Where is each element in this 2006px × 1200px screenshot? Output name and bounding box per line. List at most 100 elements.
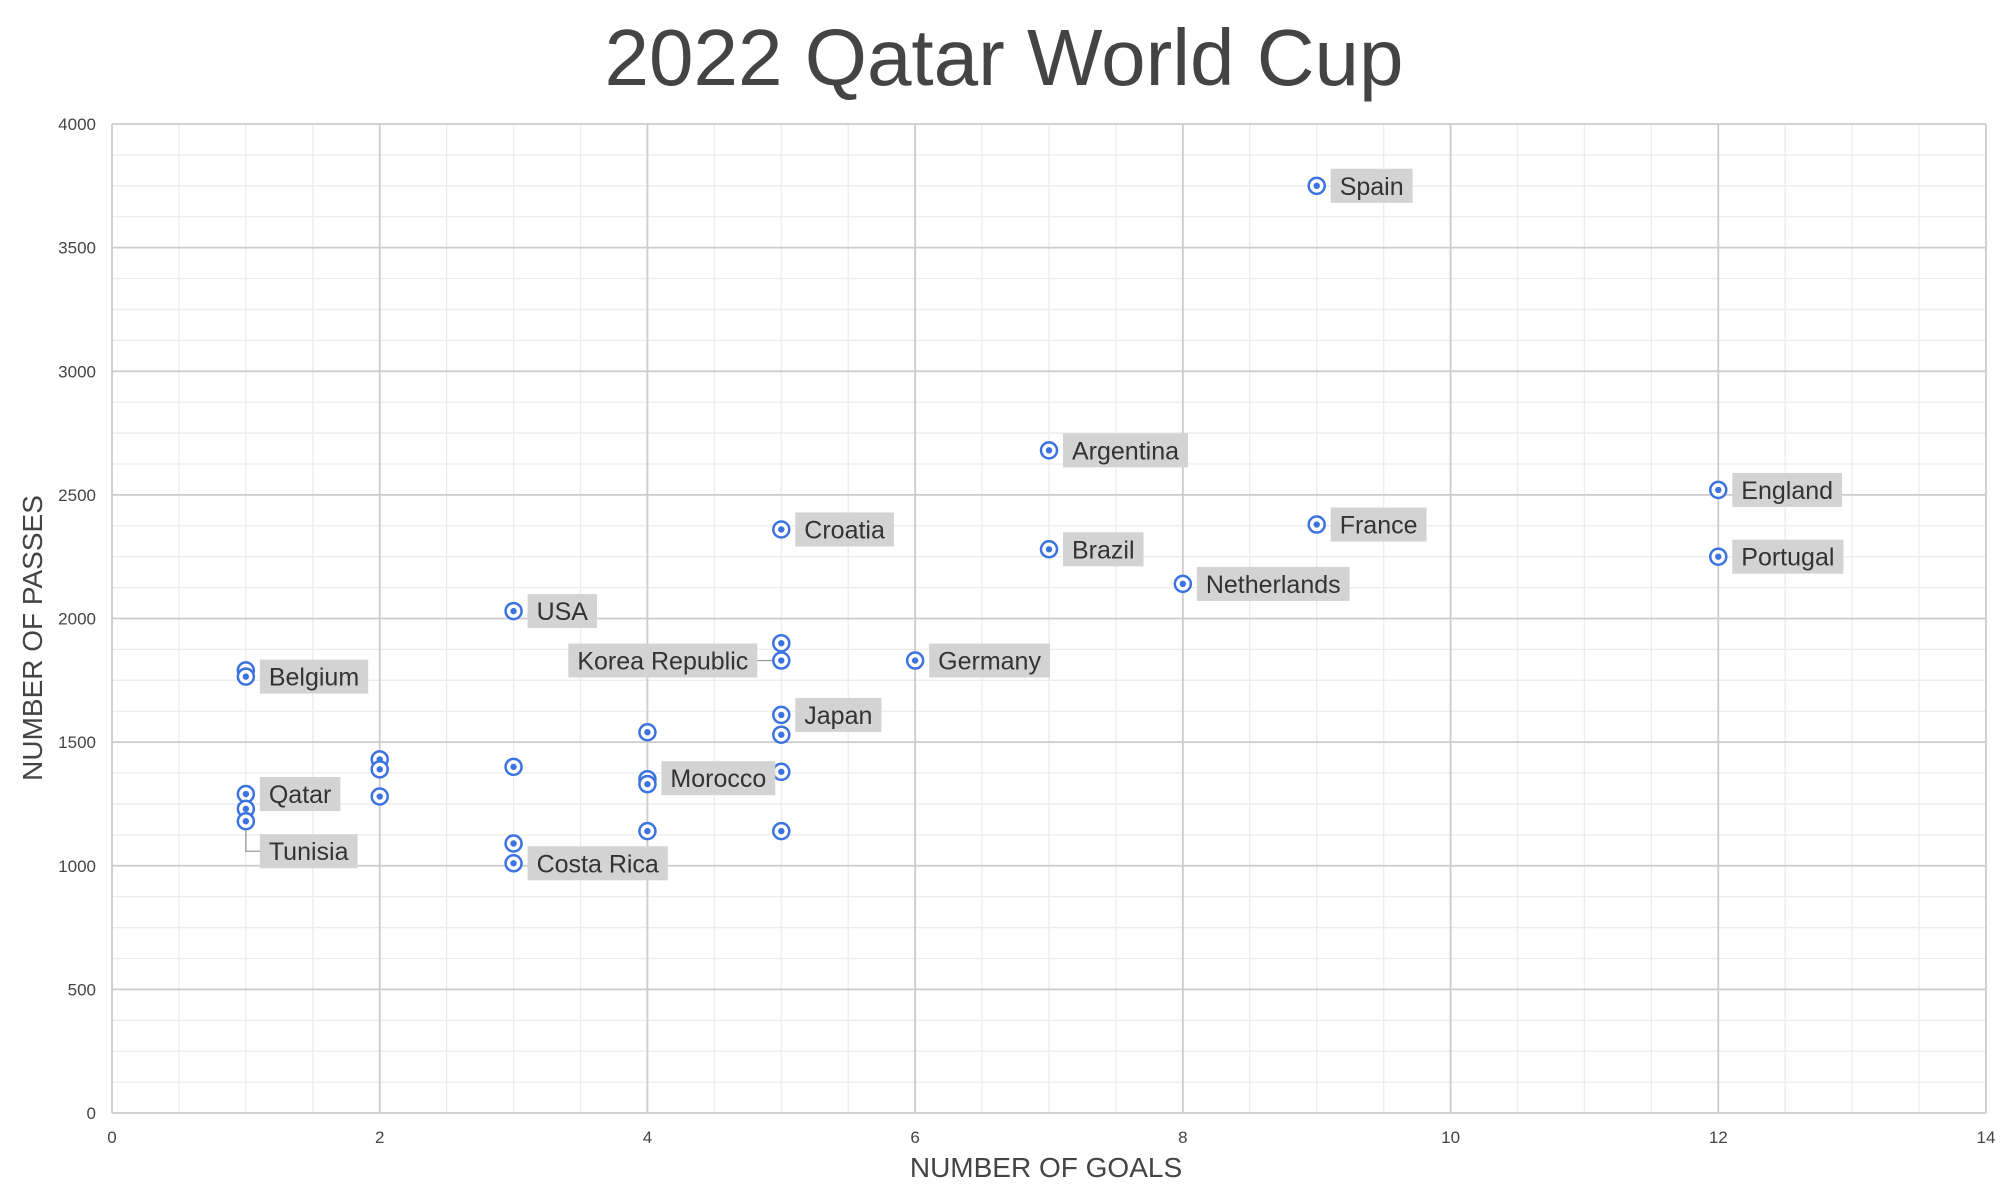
data-point[interactable]: [1173, 574, 1193, 594]
point-label-background: [259, 777, 341, 812]
x-tick-label: 0: [107, 1128, 116, 1147]
data-point[interactable]: [370, 787, 389, 806]
point-label-background: [795, 512, 894, 547]
data-point-center: [1045, 447, 1053, 454]
data-point[interactable]: [772, 633, 791, 653]
data-point[interactable]: [1709, 480, 1728, 500]
point-label-text: USA: [537, 598, 589, 626]
data-point-center: [778, 827, 785, 835]
data-point-center: [644, 729, 651, 736]
data-point-center: [778, 768, 785, 775]
data-point[interactable]: [772, 725, 791, 744]
point-label-background: [1196, 566, 1350, 601]
data-point[interactable]: [772, 762, 791, 782]
data-point[interactable]: [638, 722, 657, 742]
data-point[interactable]: [1307, 176, 1326, 196]
data-points: [236, 176, 1728, 873]
point-label-text: Brazil: [1072, 536, 1135, 564]
point-label-background: [259, 834, 358, 869]
point-label-text: Croatia: [804, 516, 885, 544]
data-point-center: [1715, 553, 1722, 560]
x-tick-label: 8: [1178, 1128, 1187, 1147]
point-label-background: [259, 659, 369, 694]
data-point[interactable]: [504, 757, 523, 777]
data-point[interactable]: [236, 811, 256, 831]
point-label-text: Portugal: [1741, 544, 1834, 572]
data-point[interactable]: [905, 651, 925, 670]
point-label: Spain: [1330, 168, 1413, 203]
point-label: Japan: [795, 697, 882, 732]
data-point-center: [778, 640, 785, 647]
point-label: Morocco: [661, 761, 776, 796]
x-tick-label: 14: [1977, 1128, 1996, 1147]
data-point-center: [242, 818, 250, 825]
x-tick-label: 10: [1441, 1128, 1460, 1147]
data-point-center: [1313, 521, 1320, 528]
data-point[interactable]: [772, 520, 791, 539]
data-point-center: [510, 860, 517, 867]
point-label-text: Tunisia: [269, 838, 349, 866]
data-point[interactable]: [1039, 441, 1059, 460]
point-label-text: Argentina: [1072, 437, 1179, 465]
data-point[interactable]: [772, 651, 791, 670]
point-label: Brazil: [1063, 532, 1144, 567]
y-tick-label: 500: [68, 980, 96, 999]
data-point-center: [778, 526, 785, 533]
data-point-center: [242, 790, 250, 798]
data-point-center: [510, 840, 517, 847]
point-label: Belgium: [259, 659, 369, 694]
data-point[interactable]: [370, 760, 389, 779]
point-label: Germany: [929, 643, 1050, 678]
data-point[interactable]: [236, 799, 256, 819]
data-point-center: [778, 711, 785, 719]
y-tick-label: 1000: [58, 857, 96, 876]
point-label: Portugal: [1732, 539, 1844, 574]
point-label: Tunisia: [245, 830, 358, 869]
data-point-center: [644, 827, 651, 835]
data-point-center: [911, 657, 919, 664]
data-point[interactable]: [504, 834, 523, 853]
point-label: Costa Rica: [527, 846, 668, 881]
chart-title: 2022 Qatar World Cup: [605, 13, 1404, 102]
data-point[interactable]: [772, 705, 791, 725]
x-axis-title: NUMBER OF GOALS: [910, 1152, 1182, 1183]
point-label-background: [1330, 168, 1413, 203]
data-point-center: [778, 657, 785, 664]
y-tick-label: 2500: [58, 486, 96, 505]
point-label-text: Qatar: [269, 781, 332, 809]
point-label-text: England: [1741, 477, 1833, 505]
data-point-center: [644, 780, 651, 788]
data-point-center: [242, 673, 250, 680]
y-tick-label: 1500: [58, 733, 96, 752]
point-label: Korea Republic: [568, 643, 773, 678]
data-point-center: [510, 763, 517, 771]
point-label-text: Morocco: [670, 765, 766, 793]
data-point-center: [510, 607, 517, 615]
data-point[interactable]: [236, 667, 256, 686]
point-label-background: [795, 697, 882, 732]
data-point[interactable]: [1307, 515, 1326, 534]
point-label-background: [527, 846, 668, 881]
data-point-center: [1179, 580, 1187, 588]
point-label: France: [1330, 507, 1427, 542]
tick-labels: 0 2 4 6 8 10 12 14 0 500 1000 1500 2000 2500 3000 3500 4…: [58, 115, 1995, 1147]
point-label: Croatia: [795, 512, 894, 547]
label-leader-line: [245, 830, 260, 852]
data-point[interactable]: [772, 821, 791, 841]
point-label-background: [527, 594, 597, 629]
data-point[interactable]: [504, 601, 523, 621]
data-point[interactable]: [504, 854, 523, 873]
data-point[interactable]: [1709, 547, 1728, 566]
data-point[interactable]: [638, 774, 657, 794]
data-point-center: [376, 766, 383, 773]
x-tick-label: 12: [1709, 1128, 1728, 1147]
data-point[interactable]: [1039, 540, 1059, 559]
data-point-center: [1313, 182, 1320, 190]
point-label-background: [1063, 532, 1144, 567]
point-label: England: [1732, 472, 1843, 507]
data-point[interactable]: [638, 821, 657, 841]
data-point-center: [1715, 486, 1722, 494]
point-label-background: [1330, 507, 1427, 542]
point-label-background: [1732, 539, 1844, 574]
